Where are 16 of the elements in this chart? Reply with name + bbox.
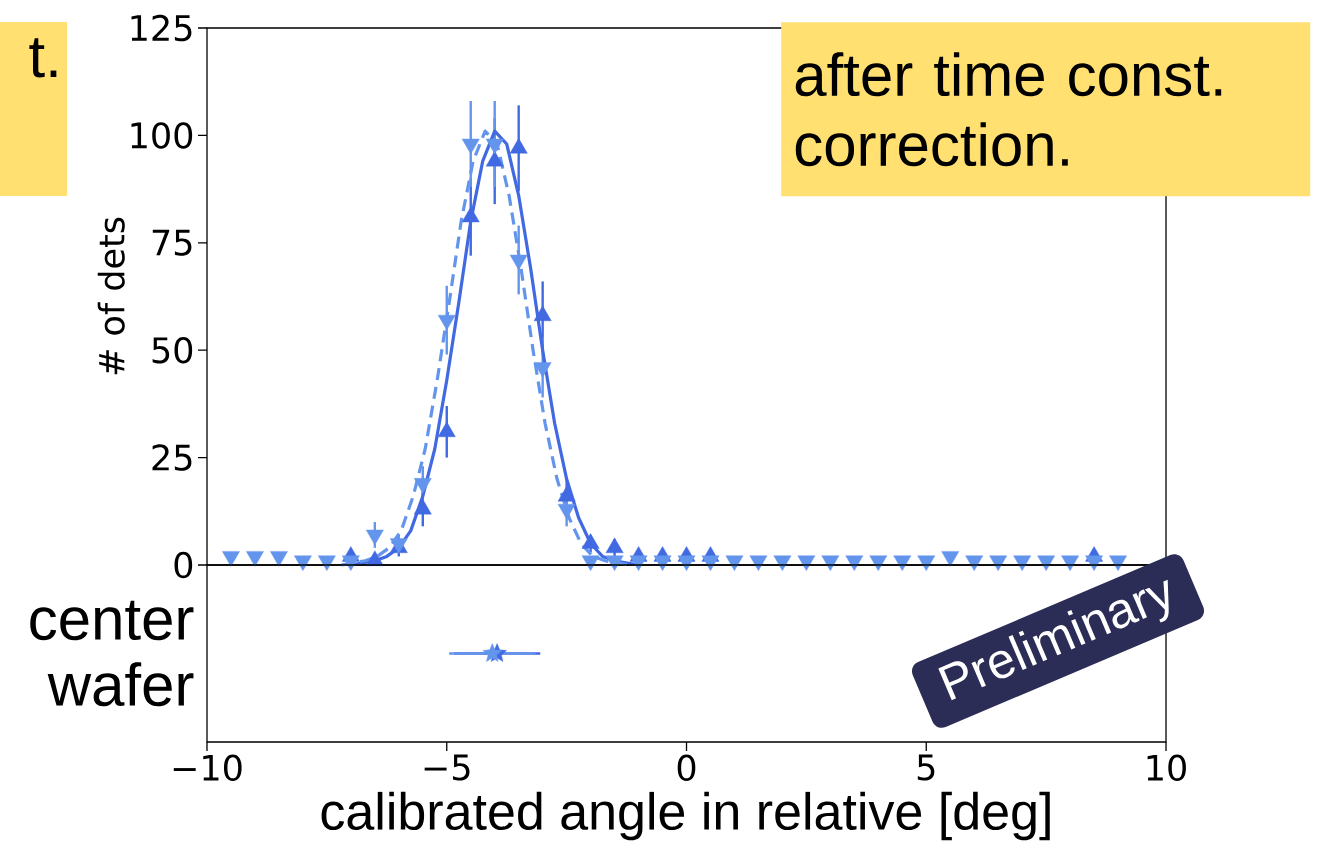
- y-tick-label: 75: [152, 229, 192, 256]
- y-tick-label: 25: [152, 444, 192, 471]
- y-tick-label: 125: [131, 14, 192, 42]
- annotation: after time const. correction.: [795, 52, 1222, 167]
- x-tick-label: 10: [1147, 754, 1186, 782]
- x-tick-label: −10: [173, 754, 242, 782]
- y-axis-title: # of dets: [97, 217, 125, 375]
- x-axis-title: calibrated angle in relative [deg]: [321, 791, 1050, 841]
- y-tick-label: 100: [131, 122, 193, 149]
- x-tick-label: 5: [917, 754, 935, 781]
- x-tick-label: −5: [424, 754, 470, 781]
- y-tick-label: 50: [152, 336, 193, 364]
- text: t.: [29, 38, 57, 78]
- y-tick-label: center wafer: [30, 600, 194, 707]
- y-tick-label: 0: [174, 551, 193, 579]
- x-tick-label: 0: [677, 754, 696, 782]
